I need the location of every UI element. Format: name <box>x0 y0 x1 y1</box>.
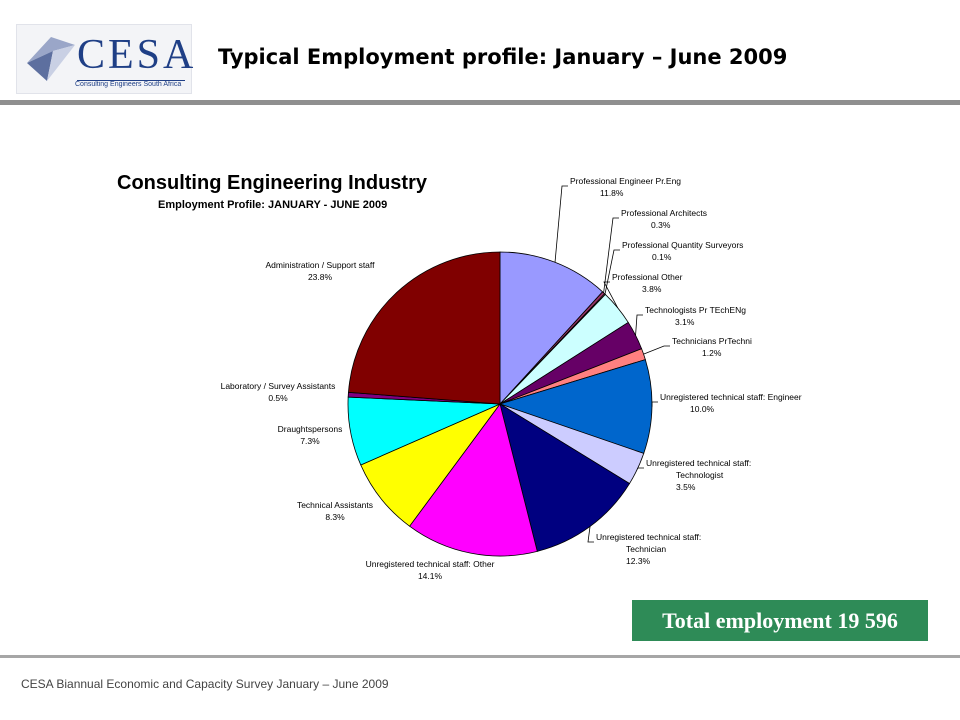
slice-percent-label: 7.3% <box>300 436 320 446</box>
pie-slice <box>499 403 631 552</box>
slice-label: Draughtspersons <box>278 424 343 434</box>
slice-label: Unregistered technical staff: Engineer <box>660 392 802 402</box>
pie-slice <box>498 359 653 454</box>
leader-line <box>651 401 658 407</box>
pie-slice <box>409 403 538 557</box>
chart-title: Consulting Engineering Industry <box>117 172 428 194</box>
logo-wordmark: CESA <box>77 32 197 78</box>
leader-line <box>637 467 644 470</box>
logo-tagline: Consulting Engineers South Africa <box>75 81 182 88</box>
leader-line <box>603 281 618 308</box>
slice-label: Professional Architects <box>621 208 707 218</box>
slice-percent-label: 11.8% <box>600 188 624 198</box>
slice-percent-label: 3.1% <box>675 317 695 327</box>
footer-divider <box>0 655 960 658</box>
slice-percent-label: 3.8% <box>642 284 662 294</box>
slice-label: Professional Other <box>612 272 683 282</box>
footer-text: CESA Biannual Economic and Capacity Surv… <box>21 677 389 691</box>
slide-title: Typical Employment profile: January – Ju… <box>218 45 788 69</box>
slice-percent-label: 8.3% <box>325 512 345 522</box>
slice-label: Professional Quantity Surveyors <box>622 240 743 250</box>
slice-percent-label: 0.3% <box>651 220 671 230</box>
slice-label: Administration / Support staff <box>266 260 376 270</box>
chart-subtitle: Employment Profile: JANUARY - JUNE 2009 <box>158 199 387 211</box>
slice-label: Laboratory / Survey Assistants <box>221 381 336 391</box>
slice-percent-label: 10.0% <box>690 404 715 414</box>
slice-label: Unregistered technical staff: <box>646 458 751 468</box>
leader-line <box>603 217 619 293</box>
slice-label: Technical Assistants <box>297 500 373 510</box>
leader-line <box>635 314 643 336</box>
slice-label: Technologists Pr TEchENg <box>645 305 746 315</box>
slice-label: Unregistered technical staff: Other <box>366 559 495 569</box>
slice-label: Technician <box>626 544 666 554</box>
slice-label: Professional Engineer Pr.Eng <box>570 176 681 186</box>
header-divider <box>0 100 960 105</box>
leader-line <box>643 345 670 355</box>
slice-percent-label: 3.5% <box>676 482 696 492</box>
cesa-logo: CESA Consulting Engineers South Africa <box>16 24 193 94</box>
slice-percent-label: 1.2% <box>702 348 722 358</box>
logo-divider <box>77 80 185 81</box>
slice-percent-label: 0.1% <box>652 252 672 262</box>
leader-line <box>587 526 594 543</box>
slice-label: Unregistered technical staff: <box>596 532 701 542</box>
slice-percent-label: 12.3% <box>626 556 651 566</box>
logo-emblem-icon <box>27 37 75 81</box>
slice-percent-label: 23.8% <box>308 272 333 282</box>
leader-line <box>604 249 620 295</box>
pie-slice <box>348 251 501 405</box>
total-employment-badge: Total employment 19 596 <box>632 600 928 641</box>
pie-slice <box>499 251 604 406</box>
leader-line <box>554 185 568 263</box>
slice-percent-label: 0.5% <box>268 393 288 403</box>
slice-label: Technicians PrTechni <box>672 336 752 346</box>
slice-label: Technologist <box>676 470 724 480</box>
slice-percent-label: 14.1% <box>418 571 443 581</box>
